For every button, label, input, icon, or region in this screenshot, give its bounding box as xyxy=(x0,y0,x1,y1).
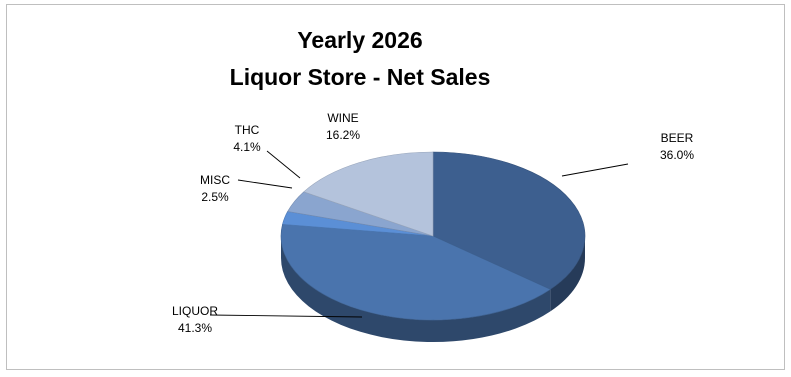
chart-title-line-2: Liquor Store - Net Sales xyxy=(229,64,491,90)
data-label-liquor-name: LIQUOR xyxy=(172,304,218,318)
chart-title-line-1: Yearly 2026 xyxy=(297,27,423,53)
leader-line-liquor xyxy=(209,314,363,318)
pie-slice-liquor xyxy=(280,223,551,321)
chart-title: Yearly 2026 Liquor Store - Net Sales xyxy=(210,22,510,96)
data-label-wine-name: WINE xyxy=(327,111,358,125)
data-label-liquor-percent: 41.3% xyxy=(178,321,212,335)
leader-line-thc xyxy=(266,150,301,179)
leader-line-beer xyxy=(561,163,629,177)
pie-slice-beer xyxy=(432,151,586,290)
data-label-misc-percent: 2.5% xyxy=(201,190,229,204)
data-label-thc-percent: 4.1% xyxy=(233,140,261,154)
pie-top-faces xyxy=(280,151,586,321)
pie-slice-wine xyxy=(303,151,434,237)
data-label-beer-percent: 36.0% xyxy=(660,148,694,162)
data-label-misc-name: MISC xyxy=(200,173,230,187)
data-labels: BEER 36.0% LIQUOR 41.3% MISC 2.5% THC 4.1% WINE 1… xyxy=(172,111,694,335)
data-label-beer-name: BEER xyxy=(661,131,694,145)
data-label-thc-name: THC xyxy=(235,123,260,137)
data-label-wine-percent: 16.2% xyxy=(326,128,360,142)
pie-side-beer xyxy=(550,236,585,312)
leader-line-misc xyxy=(237,179,293,189)
